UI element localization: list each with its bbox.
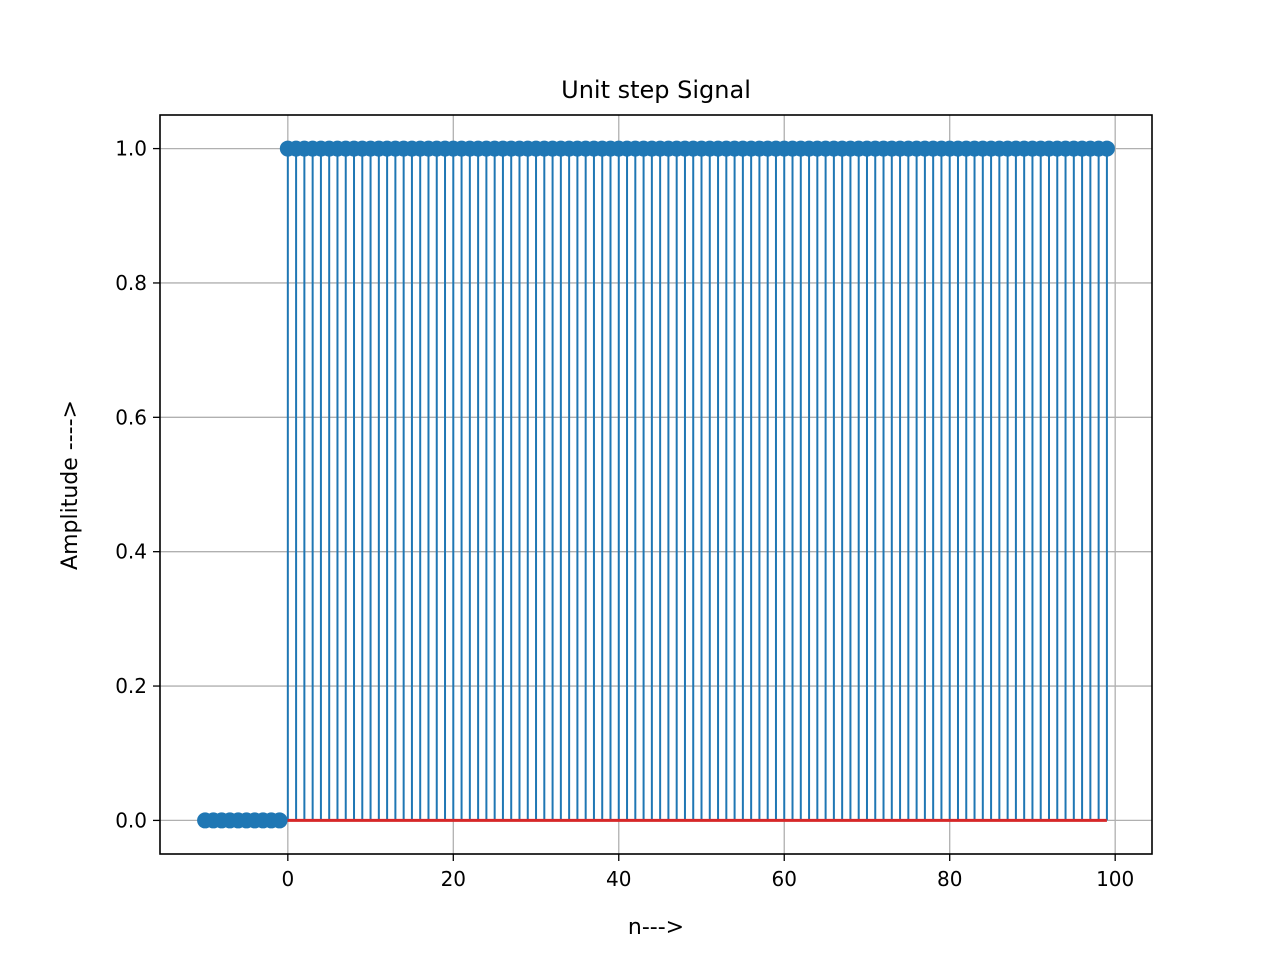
x-tick-label: 60 (772, 867, 797, 891)
x-tick-label: 100 (1096, 867, 1134, 891)
x-tick-label: 80 (937, 867, 962, 891)
y-tick-label: 0.2 (115, 674, 147, 698)
y-tick-label: 1.0 (115, 137, 147, 161)
stem-lines (286, 148, 1108, 821)
grid (160, 115, 1152, 854)
x-tick-label: 0 (281, 867, 294, 891)
y-tick-label: 0.4 (115, 540, 147, 564)
y-axis-label: Amplitude ----> (58, 400, 83, 570)
y-tick-label: 0.6 (115, 405, 147, 429)
ticks: 0 20 40 60 80 100 0.0 0.2 0.4 0.6 0.8 1.0 (115, 137, 1134, 891)
x-tick-label: 20 (441, 867, 466, 891)
x-axis-label: n---> (628, 915, 684, 940)
chart-title: Unit step Signal (561, 76, 751, 104)
stem-marker (1098, 140, 1115, 157)
plot-frame (159, 114, 1153, 855)
y-tick-label: 0.8 (115, 271, 147, 295)
x-tick-label: 40 (606, 867, 631, 891)
stem-marker (271, 812, 288, 829)
y-tick-label: 0.0 (115, 808, 147, 832)
markers (197, 140, 1115, 829)
